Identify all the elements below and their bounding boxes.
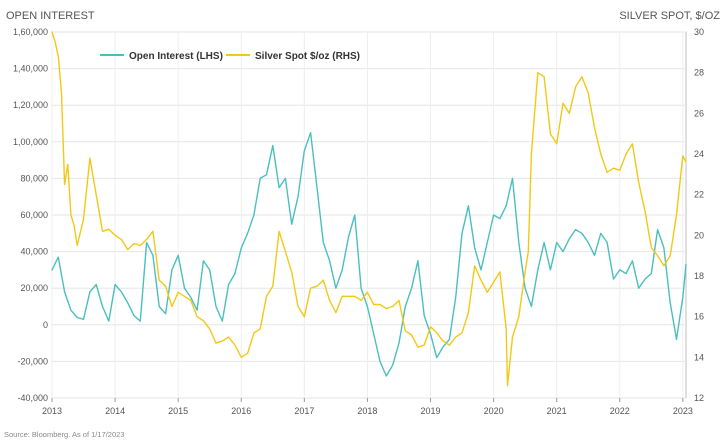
legend-label: Silver Spot $/oz (RHS) [255,51,360,62]
y-left-tick-label: 1,00,000 [13,137,48,147]
y-right-tick-label: 20 [694,230,704,240]
y-axis-left: -40,000 -20,000 0 20,000 40,000 60,000 80,000 1… [13,27,48,403]
y-left-tick-label: 0 [43,320,48,330]
x-tick-label: 2021 [547,406,567,416]
y-right-tick-label: 24 [694,149,704,159]
x-tick-label: 2022 [610,406,630,416]
y-left-tick-label: 80,000 [20,173,48,183]
silver-spot-line [51,31,687,387]
y-right-tick-label: 14 [694,352,704,362]
x-tick-label: 2013 [42,406,62,416]
x-tick-label: 2019 [420,406,440,416]
x-axis: 2013 2014 2015 2016 2017 2018 2019 2020 2021 2022… [42,398,693,416]
source-note: Source: Bloomberg. As of 1/17/2023 [4,430,125,439]
right-axis-title: SILVER SPOT, $/OZ [619,10,720,22]
x-tick-label: 2018 [357,406,377,416]
y-right-tick-label: 22 [694,190,704,200]
grid [51,31,687,399]
y-right-tick-label: 28 [694,68,704,78]
x-tick-label: 2015 [168,406,188,416]
y-left-tick-label: 1,20,000 [13,100,48,110]
series-lines [51,31,687,387]
y-right-tick-label: 16 [694,312,704,322]
x-tick-label: 2020 [484,406,504,416]
y-left-tick-label: -40,000 [17,393,48,403]
y-left-tick-label: 1,40,000 [13,64,48,74]
y-right-tick-label: 30 [694,27,704,37]
y-left-tick-label: 1,60,000 [13,27,48,37]
legend-label: Open Interest (LHS) [129,51,223,62]
y-right-tick-label: 12 [694,393,704,403]
y-left-tick-label: 60,000 [20,210,48,220]
legend: Open Interest (LHS) Silver Spot $/oz (RHS… [100,51,360,62]
y-left-tick-label: -20,000 [17,356,48,366]
x-tick-label: 2023 [673,406,693,416]
y-left-tick-label: 20,000 [20,283,48,293]
y-right-tick-label: 18 [694,271,704,281]
x-tick-label: 2014 [105,406,125,416]
left-axis-title: OPEN INTEREST [6,10,95,22]
y-left-tick-label: 40,000 [20,247,48,257]
x-tick-label: 2016 [231,406,251,416]
y-axis-right: 12 14 16 18 20 22 24 26 28 30 [694,27,704,403]
y-right-tick-label: 26 [694,108,704,118]
x-tick-label: 2017 [294,406,314,416]
open-interest-line [51,131,687,377]
